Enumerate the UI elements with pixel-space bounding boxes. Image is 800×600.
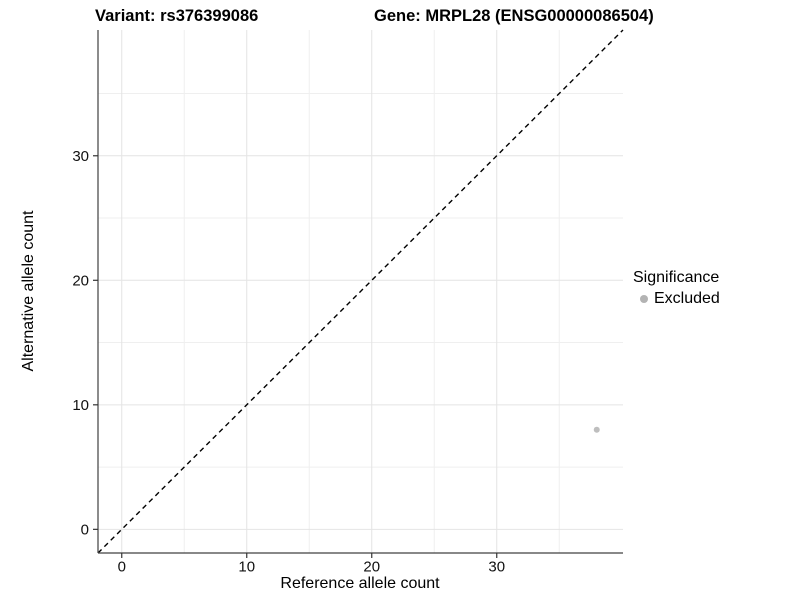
legend: Significance Excluded [633, 269, 720, 308]
gene-title: Gene: MRPL28 (ENSG00000086504) [374, 7, 654, 25]
legend-entry-label: Excluded [654, 290, 720, 307]
x-tick-label: 10 [238, 558, 255, 575]
legend-point-icon [640, 295, 648, 303]
x-axis-title: Reference allele count [280, 575, 440, 592]
x-tick-label: 20 [363, 558, 380, 575]
y-axis-title: Alternative allele count [20, 210, 37, 372]
data-point [593, 426, 600, 433]
identity-dashed-line [97, 29, 624, 554]
y-tick-label: 20 [72, 273, 89, 290]
variant-title: Variant: rs376399086 [95, 7, 259, 25]
y-tick-label: 30 [72, 148, 89, 165]
legend-title: Significance [633, 269, 720, 286]
x-tick-label: 30 [488, 558, 505, 575]
legend-entry-excluded: Excluded [640, 290, 720, 308]
x-tick-label: 0 [118, 558, 126, 575]
y-tick-label: 0 [81, 522, 89, 539]
y-tick-label: 10 [72, 397, 89, 414]
